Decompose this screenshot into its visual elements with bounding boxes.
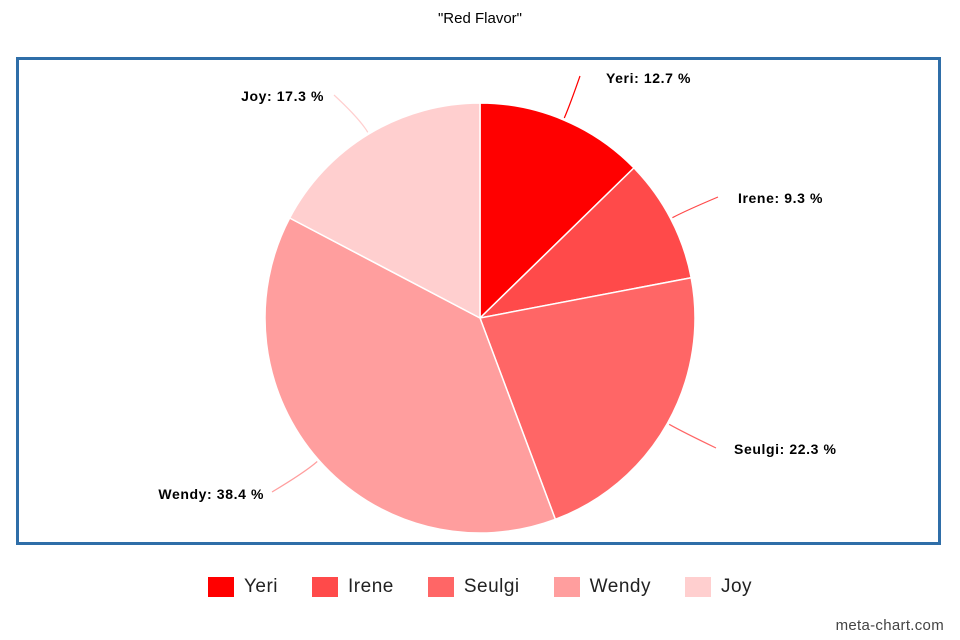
- pie-slice-wendy[interactable]: [264, 216, 557, 534]
- connector-line-wendy: [271, 461, 318, 493]
- legend-swatch-yeri: [207, 577, 234, 597]
- legend-swatch-seulgi: [427, 577, 454, 597]
- legend: Yeri Irene Seulgi Wendy Joy: [0, 576, 960, 598]
- legend-label-irene: Irene: [348, 576, 394, 597]
- data-label-irene: Irene: 9.3 %: [738, 190, 823, 206]
- connector-line-joy: [333, 94, 369, 133]
- legend-label-joy: Joy: [720, 576, 753, 597]
- chart-title: "Red Flavor": [437, 10, 522, 27]
- legend-item-wendy[interactable]: Wendy: [553, 576, 651, 598]
- connector-line-seulgi: [668, 423, 717, 449]
- legend-label-seulgi: Seulgi: [463, 576, 520, 597]
- pie-slice-yeri[interactable]: [479, 102, 635, 320]
- data-label-joy: Joy: 17.3 %: [241, 88, 324, 104]
- chart-frame: [16, 57, 941, 545]
- legend-item-seulgi[interactable]: Seulgi: [427, 576, 520, 598]
- legend-item-yeri[interactable]: Yeri: [207, 576, 279, 598]
- legend-swatch-irene: [312, 577, 339, 597]
- connector-line-irene: [672, 196, 719, 219]
- data-label-seulgi: Seulgi: 22.3 %: [734, 441, 837, 457]
- watermark: meta-chart.com: [835, 617, 944, 634]
- legend-item-joy[interactable]: Joy: [684, 576, 753, 598]
- legend-label-yeri: Yeri: [243, 576, 279, 597]
- pie-slice-irene[interactable]: [477, 166, 693, 320]
- connector-line-yeri: [563, 75, 581, 119]
- pie-slice-seulgi[interactable]: [478, 276, 696, 521]
- data-label-wendy: Wendy: 38.4 %: [158, 486, 264, 502]
- legend-item-irene[interactable]: Irene: [312, 576, 394, 598]
- legend-swatch-joy: [684, 577, 711, 597]
- legend-label-wendy: Wendy: [589, 576, 651, 597]
- pie-slice-joy[interactable]: [288, 102, 481, 320]
- legend-swatch-wendy: [553, 577, 580, 597]
- data-label-yeri: Yeri: 12.7 %: [606, 70, 691, 86]
